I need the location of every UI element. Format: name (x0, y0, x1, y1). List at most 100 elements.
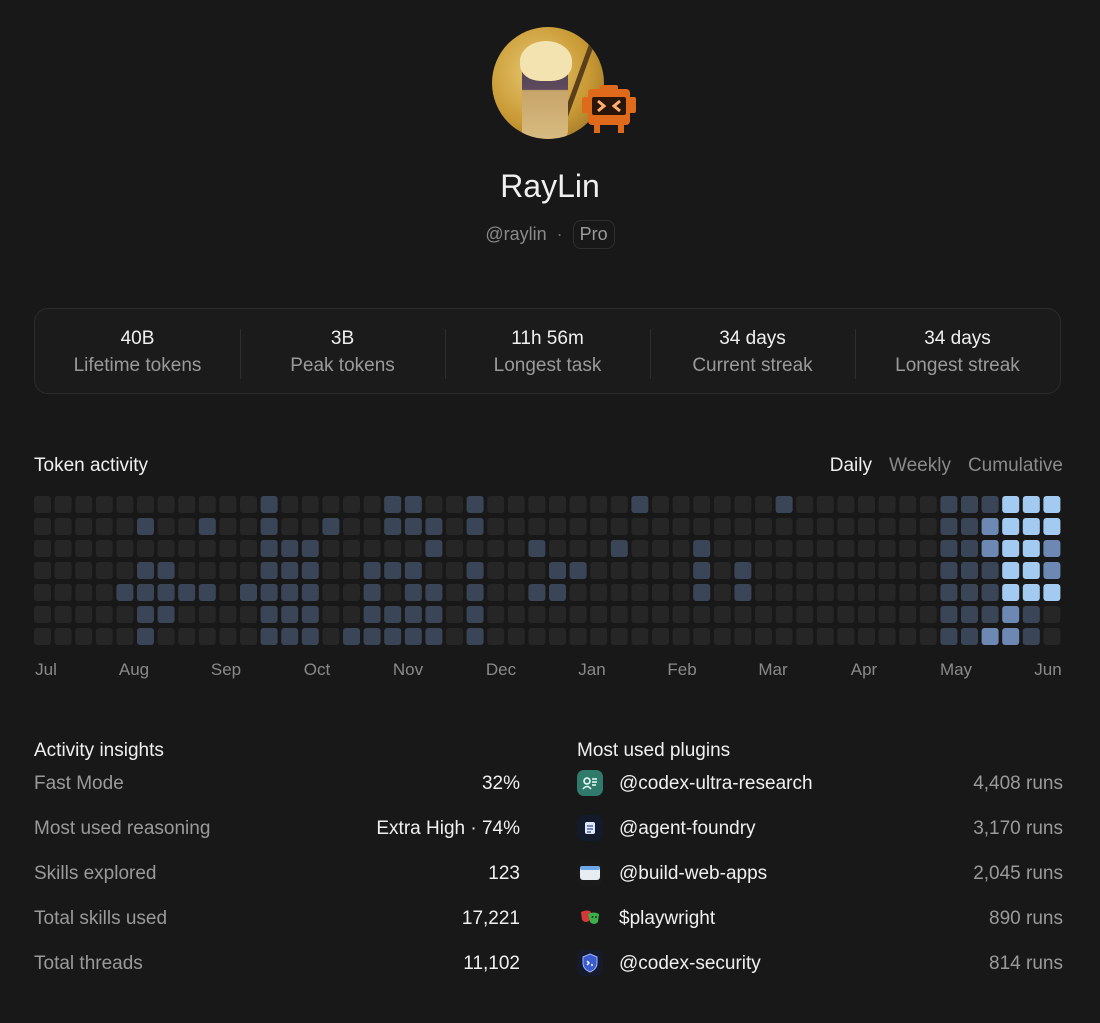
heatmap-cell (610, 562, 628, 579)
heatmap-cell (755, 628, 772, 645)
heatmap-cell (507, 496, 525, 513)
heatmap-cell (961, 562, 978, 579)
heatmap-cell (178, 518, 196, 535)
heatmap-cell (384, 540, 402, 557)
heatmap-cell (322, 606, 340, 623)
heatmap-cell (240, 562, 257, 579)
heatmap-cell (116, 584, 134, 601)
heatmap-cell (878, 518, 896, 535)
heatmap-cell (343, 496, 360, 513)
tab-daily[interactable]: Daily (829, 455, 872, 476)
heatmap-cell (899, 628, 917, 645)
heatmap-cell (919, 584, 937, 601)
heatmap-cell (940, 540, 958, 557)
stat-longest-task: 11h 56m Longest task (445, 309, 650, 393)
insight-label: Most used reasoning (34, 818, 211, 839)
heatmap-cell (54, 540, 72, 557)
plugin-row[interactable]: $playwright 890 runs (577, 908, 1063, 953)
heatmap-cell (446, 540, 463, 557)
heatmap-cell (157, 518, 175, 535)
heatmap-cell (466, 584, 484, 601)
heatmap-cell (837, 496, 855, 513)
heatmap-cell (981, 518, 999, 535)
heatmap-cell (198, 562, 216, 579)
heatmap-cell (940, 562, 958, 579)
heatmap-cell (363, 562, 381, 579)
heatmap-cell (487, 518, 505, 535)
heatmap-cell (713, 518, 731, 535)
heatmap-cell (569, 606, 587, 623)
insight-row: Fast Mode 32% (34, 773, 520, 818)
heatmap-cell (878, 562, 896, 579)
heatmap-cell (837, 584, 855, 601)
heatmap-cell (652, 584, 669, 601)
plugin-row[interactable]: @codex-ultra-research 4,408 runs (577, 770, 1063, 818)
heatmap-cell (672, 562, 690, 579)
heatmap-cell (816, 562, 834, 579)
avatar[interactable] (492, 27, 636, 139)
heatmap-cell (343, 518, 360, 535)
heatmap-cell (178, 496, 196, 513)
heatmap-cell (75, 606, 93, 623)
heatmap-cell (75, 584, 93, 601)
heatmap-cell (34, 584, 51, 601)
heatmap-cell (816, 584, 834, 601)
heatmap-cell (693, 584, 711, 601)
tab-cumulative[interactable]: Cumulative (967, 455, 1063, 476)
heatmap-cell (425, 606, 443, 623)
tab-weekly[interactable]: Weekly (889, 455, 951, 476)
heatmap-cell (590, 496, 608, 513)
heatmap-cell (796, 518, 814, 535)
heatmap-cell (590, 628, 608, 645)
plugin-row[interactable]: @agent-foundry 3,170 runs (577, 815, 1063, 863)
profile-handle: @raylin (485, 224, 547, 244)
insight-row: Skills explored 123 (34, 863, 520, 908)
heatmap-cell (981, 496, 999, 513)
heatmap-cell (899, 540, 917, 557)
heatmap-cell (528, 628, 546, 645)
heatmap-cell (219, 606, 237, 623)
heatmap-cell (116, 496, 134, 513)
heatmap-cell (363, 496, 381, 513)
plugin-row[interactable]: @codex-security 814 runs (577, 950, 1063, 998)
stats-bar: 40B Lifetime tokens 3B Peak tokens 11h 5… (34, 308, 1061, 394)
heatmap-cell (322, 540, 340, 557)
heatmap-cell (755, 562, 772, 579)
heatmap-cell (507, 562, 525, 579)
robot-badge-icon (582, 85, 636, 133)
month-label: May (939, 660, 973, 679)
heatmap-cell (1043, 518, 1061, 535)
heatmap-cell (981, 606, 999, 623)
heatmap-cell (34, 562, 51, 579)
heatmap-cell (198, 496, 216, 513)
heatmap-cell (281, 518, 299, 535)
heatmap-cell (528, 562, 546, 579)
heatmap-cell (816, 540, 834, 557)
activity-insights-list: Fast Mode 32% Most used reasoning Extra … (34, 773, 520, 998)
heatmap-cell (75, 562, 93, 579)
heatmap-cell (569, 628, 587, 645)
stat-value: 3B (330, 328, 355, 349)
heatmap-cell (240, 496, 257, 513)
heatmap-cell (363, 540, 381, 557)
heatmap-cell (610, 628, 628, 645)
month-label: Jun (1034, 660, 1062, 679)
heatmap-cell (487, 628, 505, 645)
heatmap-cell (796, 562, 814, 579)
heatmap-cell (507, 518, 525, 535)
month-label: Oct (303, 660, 331, 679)
separator-dot: · (556, 224, 563, 244)
plugin-row[interactable]: @build-web-apps 2,045 runs (577, 860, 1063, 908)
heatmap-cell (198, 584, 216, 601)
heatmap-cell (652, 606, 669, 623)
heatmap-cell (940, 606, 958, 623)
heatmap-cell (34, 540, 51, 557)
heatmap-cell (858, 628, 875, 645)
heatmap-cell (1022, 518, 1040, 535)
profile-name: RayLin (500, 168, 600, 204)
heatmap-cell (713, 628, 731, 645)
heatmap-cell (116, 540, 134, 557)
heatmap-cell (75, 628, 93, 645)
heatmap-cell (157, 562, 175, 579)
month-label: Apr (850, 660, 878, 679)
